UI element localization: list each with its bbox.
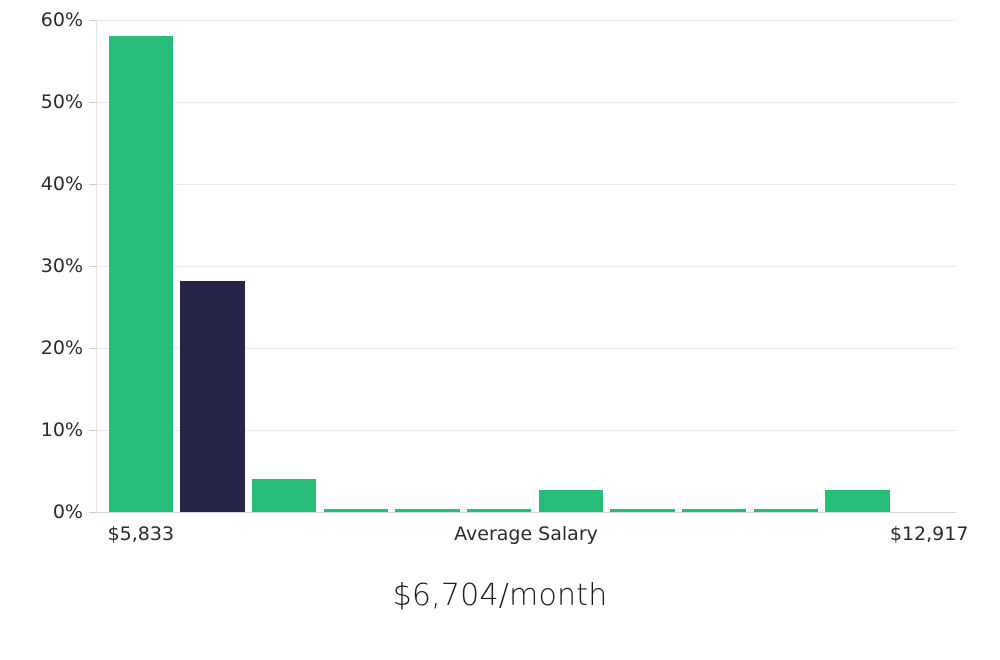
- y-axis-tick-label: 40%: [40, 173, 83, 195]
- y-axis-line: [96, 20, 97, 512]
- y-axis-tick-mark: [89, 265, 96, 267]
- y-axis-tick-label: 30%: [40, 255, 83, 277]
- average-salary-annotation: $6,704/month: [392, 578, 608, 613]
- bars-layer: [96, 20, 956, 512]
- gridline: [96, 101, 956, 103]
- gridline: [96, 183, 956, 185]
- bar: [753, 509, 819, 512]
- y-axis-tick-mark: [89, 101, 96, 103]
- bar: [323, 509, 389, 512]
- x-axis-tick-labels: $5,833 Average Salary $12,917: [96, 523, 969, 553]
- plot-area: [89, 19, 956, 513]
- x-axis-tick-label: $12,917: [889, 523, 969, 545]
- y-axis-tick-label: 20%: [40, 337, 83, 359]
- y-axis-tick-label: 0%: [52, 501, 83, 523]
- bar: [825, 489, 890, 512]
- bar: [251, 479, 317, 512]
- gridline: [96, 347, 956, 349]
- y-axis-tick-mark: [89, 183, 96, 185]
- bar: [538, 489, 604, 512]
- gridline: [96, 429, 956, 431]
- x-axis-tick-label: $5,833: [107, 523, 175, 545]
- y-axis-tick-labels: 0% 10% 20% 30% 40% 50% 60%: [0, 11, 83, 522]
- bar: [395, 509, 460, 512]
- bar: [180, 280, 245, 512]
- bar: [466, 509, 532, 512]
- y-axis-tick-label: 60%: [40, 9, 83, 31]
- gridline: [96, 511, 956, 513]
- bar: [610, 509, 675, 512]
- y-axis-tick-label: 50%: [40, 91, 83, 113]
- x-axis-label: Average Salary: [454, 523, 598, 545]
- gridline: [96, 265, 956, 267]
- y-axis-tick-mark: [89, 511, 96, 513]
- y-axis-tick-mark: [89, 429, 96, 431]
- gridline: [96, 19, 956, 21]
- y-axis-tick-mark: [89, 347, 96, 349]
- bar: [108, 36, 174, 512]
- y-axis-tick-mark: [89, 19, 96, 21]
- y-axis-tick-label: 10%: [40, 419, 83, 441]
- bar: [681, 509, 747, 512]
